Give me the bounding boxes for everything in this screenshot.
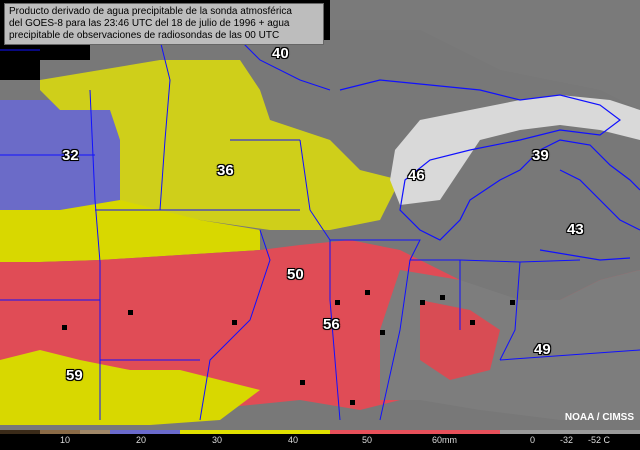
scale-label-minus32: -32	[560, 435, 574, 445]
caption-line-3: precipitable de observaciones de radioso…	[9, 30, 280, 41]
obs-value-39: 39	[532, 147, 549, 164]
credit-label: NOAA / CIMSS	[564, 412, 634, 423]
scale-label-50: 50	[362, 435, 373, 445]
scale-label-0: 0	[530, 435, 536, 445]
scale-label-10: 10	[60, 435, 71, 445]
color-scale-bar	[0, 430, 640, 450]
cloud-region	[390, 95, 640, 205]
caption-line-1: Producto derivado de agua precipitable d…	[9, 6, 292, 17]
yellow-region-north	[40, 60, 400, 230]
obs-value-49: 49	[534, 341, 551, 358]
obs-value-40: 40	[272, 45, 289, 62]
obs-value-46: 46	[408, 167, 425, 184]
scale-label-minus52c: -52 C	[588, 435, 611, 445]
scale-label-20: 20	[136, 435, 147, 445]
scale-label-60mm: 60mm	[432, 435, 458, 445]
lake-shorelines	[339, 79, 640, 241]
obs-value-56: 56	[323, 316, 340, 333]
obs-value-43: 43	[567, 221, 584, 238]
state-boundaries	[0, 39, 640, 421]
obs-value-36: 36	[217, 162, 234, 179]
scale-label-30: 30	[212, 435, 223, 445]
scale-label-40: 40	[288, 435, 299, 445]
obs-value-50: 50	[287, 266, 304, 283]
obs-value-59: 59	[66, 367, 83, 384]
caption-line-2: del GOES-8 para las 23:46 UTC del 18 de …	[9, 18, 290, 29]
map-caption: Producto derivado de agua precipitable d…	[4, 3, 324, 45]
no-data-pixels	[62, 290, 515, 405]
obs-value-32: 32	[62, 147, 79, 164]
